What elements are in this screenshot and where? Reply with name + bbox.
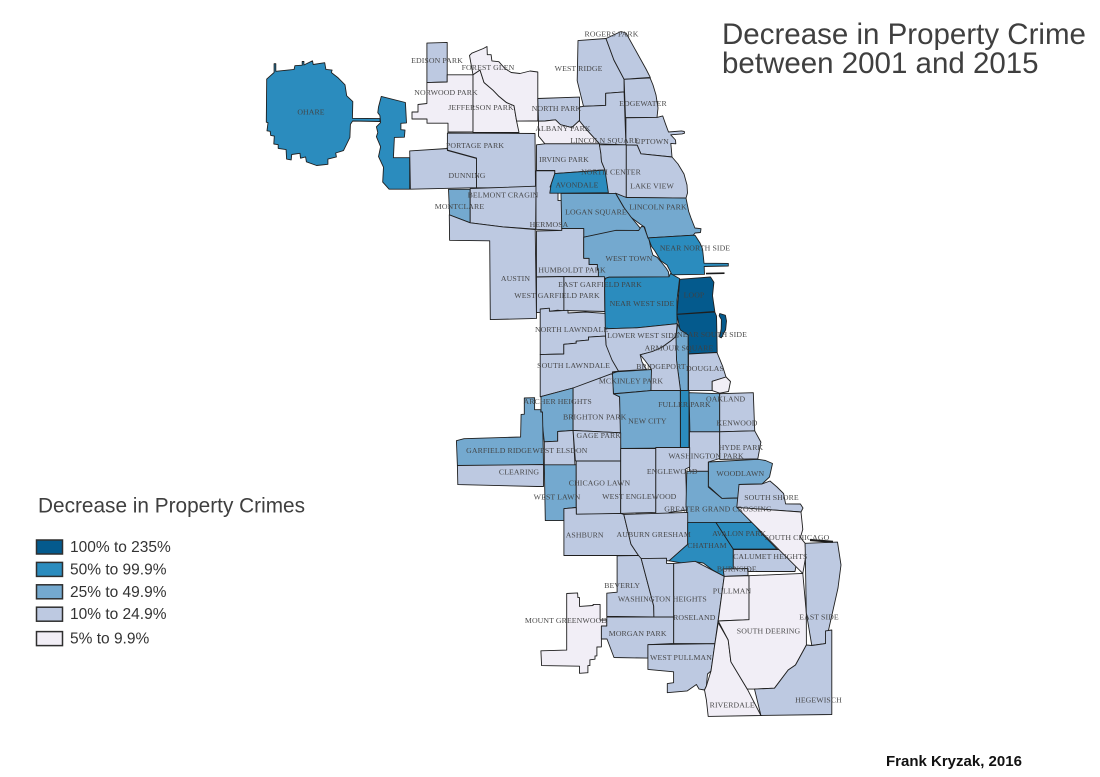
svg-text:NEAR WEST SIDE: NEAR WEST SIDE — [610, 299, 675, 308]
svg-text:EAST GARFIELD PARK: EAST GARFIELD PARK — [558, 280, 642, 289]
svg-text:WEST TOWN: WEST TOWN — [605, 254, 652, 263]
svg-text:BURNSIDE: BURNSIDE — [717, 565, 757, 574]
svg-text:EDISON PARK: EDISON PARK — [411, 56, 463, 65]
svg-text:ARMOUR SQUARE: ARMOUR SQUARE — [645, 344, 714, 353]
svg-text:DOUGLAS: DOUGLAS — [686, 364, 724, 373]
svg-text:ROSELAND: ROSELAND — [673, 613, 716, 622]
svg-text:Decrease in Property Crimes: Decrease in Property Crimes — [38, 495, 305, 518]
svg-text:LOOP: LOOP — [684, 291, 705, 300]
svg-text:KENWOOD: KENWOOD — [717, 419, 758, 428]
svg-text:BELMONT CRAGIN: BELMONT CRAGIN — [468, 191, 539, 200]
svg-text:GREATER GRAND CROSSING: GREATER GRAND CROSSING — [664, 505, 772, 514]
svg-text:CLEARING: CLEARING — [499, 468, 539, 477]
svg-text:HYDE PARK: HYDE PARK — [719, 443, 764, 452]
svg-text:AUSTIN: AUSTIN — [501, 274, 530, 283]
svg-text:CALUMET HEIGHTS: CALUMET HEIGHTS — [733, 552, 807, 561]
svg-text:EDGEWATER: EDGEWATER — [619, 99, 667, 108]
svg-text:DUNNING: DUNNING — [448, 171, 485, 180]
svg-text:MCKINLEY PARK: MCKINLEY PARK — [599, 377, 663, 386]
svg-text:WEST GARFIELD PARK: WEST GARFIELD PARK — [514, 291, 600, 300]
svg-text:LOGAN SQUARE: LOGAN SQUARE — [565, 208, 627, 217]
svg-text:ARCHER HEIGHTS: ARCHER HEIGHTS — [524, 397, 592, 406]
svg-text:50% to 99.9%: 50% to 99.9% — [70, 561, 167, 578]
svg-text:WEST RIDGE: WEST RIDGE — [555, 64, 603, 73]
svg-text:MORGAN PARK: MORGAN PARK — [609, 629, 667, 638]
svg-text:SOUTH DEERING: SOUTH DEERING — [737, 627, 801, 636]
svg-text:UPTOWN: UPTOWN — [635, 137, 669, 146]
svg-text:IRVING PARK: IRVING PARK — [539, 155, 589, 164]
svg-text:AVONDALE: AVONDALE — [555, 181, 598, 190]
svg-text:NORTH PARK: NORTH PARK — [532, 104, 582, 113]
svg-text:LOWER WEST SIDE: LOWER WEST SIDE — [607, 331, 679, 340]
svg-text:ASHBURN: ASHBURN — [566, 531, 604, 540]
svg-text:HUMBOLDT PARK: HUMBOLDT PARK — [538, 266, 606, 275]
svg-text:FULLER PARK: FULLER PARK — [658, 400, 711, 409]
svg-text:WEST LAWN: WEST LAWN — [534, 493, 581, 502]
svg-text:AUBURN GRESHAM: AUBURN GRESHAM — [616, 530, 690, 539]
svg-text:RIVERDALE: RIVERDALE — [710, 701, 755, 710]
svg-text:between 2001 and 2015: between 2001 and 2015 — [722, 47, 1039, 80]
svg-text:NEW CITY: NEW CITY — [628, 417, 667, 426]
svg-text:MONTCLARE: MONTCLARE — [435, 202, 485, 211]
svg-text:SOUTH LAWNDALE: SOUTH LAWNDALE — [537, 361, 610, 370]
svg-text:NEAR SOUTH SIDE: NEAR SOUTH SIDE — [677, 330, 747, 339]
svg-text:Decrease in Property Crime: Decrease in Property Crime — [722, 18, 1086, 51]
svg-text:NORTH CENTER: NORTH CENTER — [581, 168, 642, 177]
svg-text:SOUTH SHORE: SOUTH SHORE — [744, 493, 799, 502]
svg-text:MOUNT GREENWOOD: MOUNT GREENWOOD — [525, 616, 607, 625]
svg-text:WASHINGTON PARK: WASHINGTON PARK — [668, 452, 744, 461]
svg-text:FOREST GLEN: FOREST GLEN — [462, 63, 515, 72]
svg-text:GARFIELD RIDGE: GARFIELD RIDGE — [466, 446, 532, 455]
svg-text:BEVERLY: BEVERLY — [604, 581, 640, 590]
svg-text:WEST ENGLEWOOD: WEST ENGLEWOOD — [602, 492, 676, 501]
svg-text:NEAR NORTH SIDE: NEAR NORTH SIDE — [660, 244, 730, 253]
svg-text:NORTH LAWNDALE: NORTH LAWNDALE — [535, 325, 608, 334]
svg-text:JEFFERSON PARK: JEFFERSON PARK — [448, 103, 514, 112]
svg-text:LINCOLN PARK: LINCOLN PARK — [629, 203, 687, 212]
svg-text:Frank Kryzak, 2016: Frank Kryzak, 2016 — [886, 753, 1022, 770]
svg-text:LINCOLN SQUARE: LINCOLN SQUARE — [570, 136, 639, 145]
svg-text:SOUTH CHICAGO: SOUTH CHICAGO — [765, 533, 830, 542]
svg-text:OAKLAND: OAKLAND — [706, 395, 746, 404]
svg-text:AVALON PARK: AVALON PARK — [712, 529, 766, 538]
svg-text:ROGERS PARK: ROGERS PARK — [585, 30, 639, 39]
svg-text:WASHINGTON HEIGHTS: WASHINGTON HEIGHTS — [618, 595, 707, 604]
svg-text:WOODLAWN: WOODLAWN — [716, 469, 764, 478]
svg-text:HEGEWISCH: HEGEWISCH — [795, 696, 842, 705]
svg-text:100% to 235%: 100% to 235% — [70, 539, 171, 556]
svg-text:GAGE PARK: GAGE PARK — [577, 431, 622, 440]
svg-text:10% to 24.9%: 10% to 24.9% — [70, 606, 167, 623]
svg-text:CHICAGO LAWN: CHICAGO LAWN — [569, 479, 631, 488]
svg-text:WEST ELSDON: WEST ELSDON — [533, 446, 588, 455]
svg-text:EAST SIDE: EAST SIDE — [799, 613, 839, 622]
svg-text:BRIDGEPORT: BRIDGEPORT — [636, 362, 686, 371]
svg-text:BRIGHTON PARK: BRIGHTON PARK — [563, 413, 627, 422]
svg-text:5% to 9.9%: 5% to 9.9% — [70, 631, 149, 648]
svg-text:25% to 49.9%: 25% to 49.9% — [70, 584, 167, 601]
svg-text:PULLMAN: PULLMAN — [713, 587, 752, 596]
svg-text:WEST PULLMAN: WEST PULLMAN — [650, 653, 712, 662]
svg-text:OHARE: OHARE — [297, 108, 324, 117]
svg-text:LAKE VIEW: LAKE VIEW — [630, 182, 674, 191]
svg-text:ENGLEWOOD: ENGLEWOOD — [647, 467, 698, 476]
svg-text:HERMOSA: HERMOSA — [530, 220, 569, 229]
svg-text:CHATHAM: CHATHAM — [687, 541, 726, 550]
svg-text:NORWOOD PARK: NORWOOD PARK — [414, 88, 478, 97]
svg-text:ALBANY PARK: ALBANY PARK — [535, 124, 591, 133]
svg-text:PORTAGE PARK: PORTAGE PARK — [446, 141, 504, 150]
